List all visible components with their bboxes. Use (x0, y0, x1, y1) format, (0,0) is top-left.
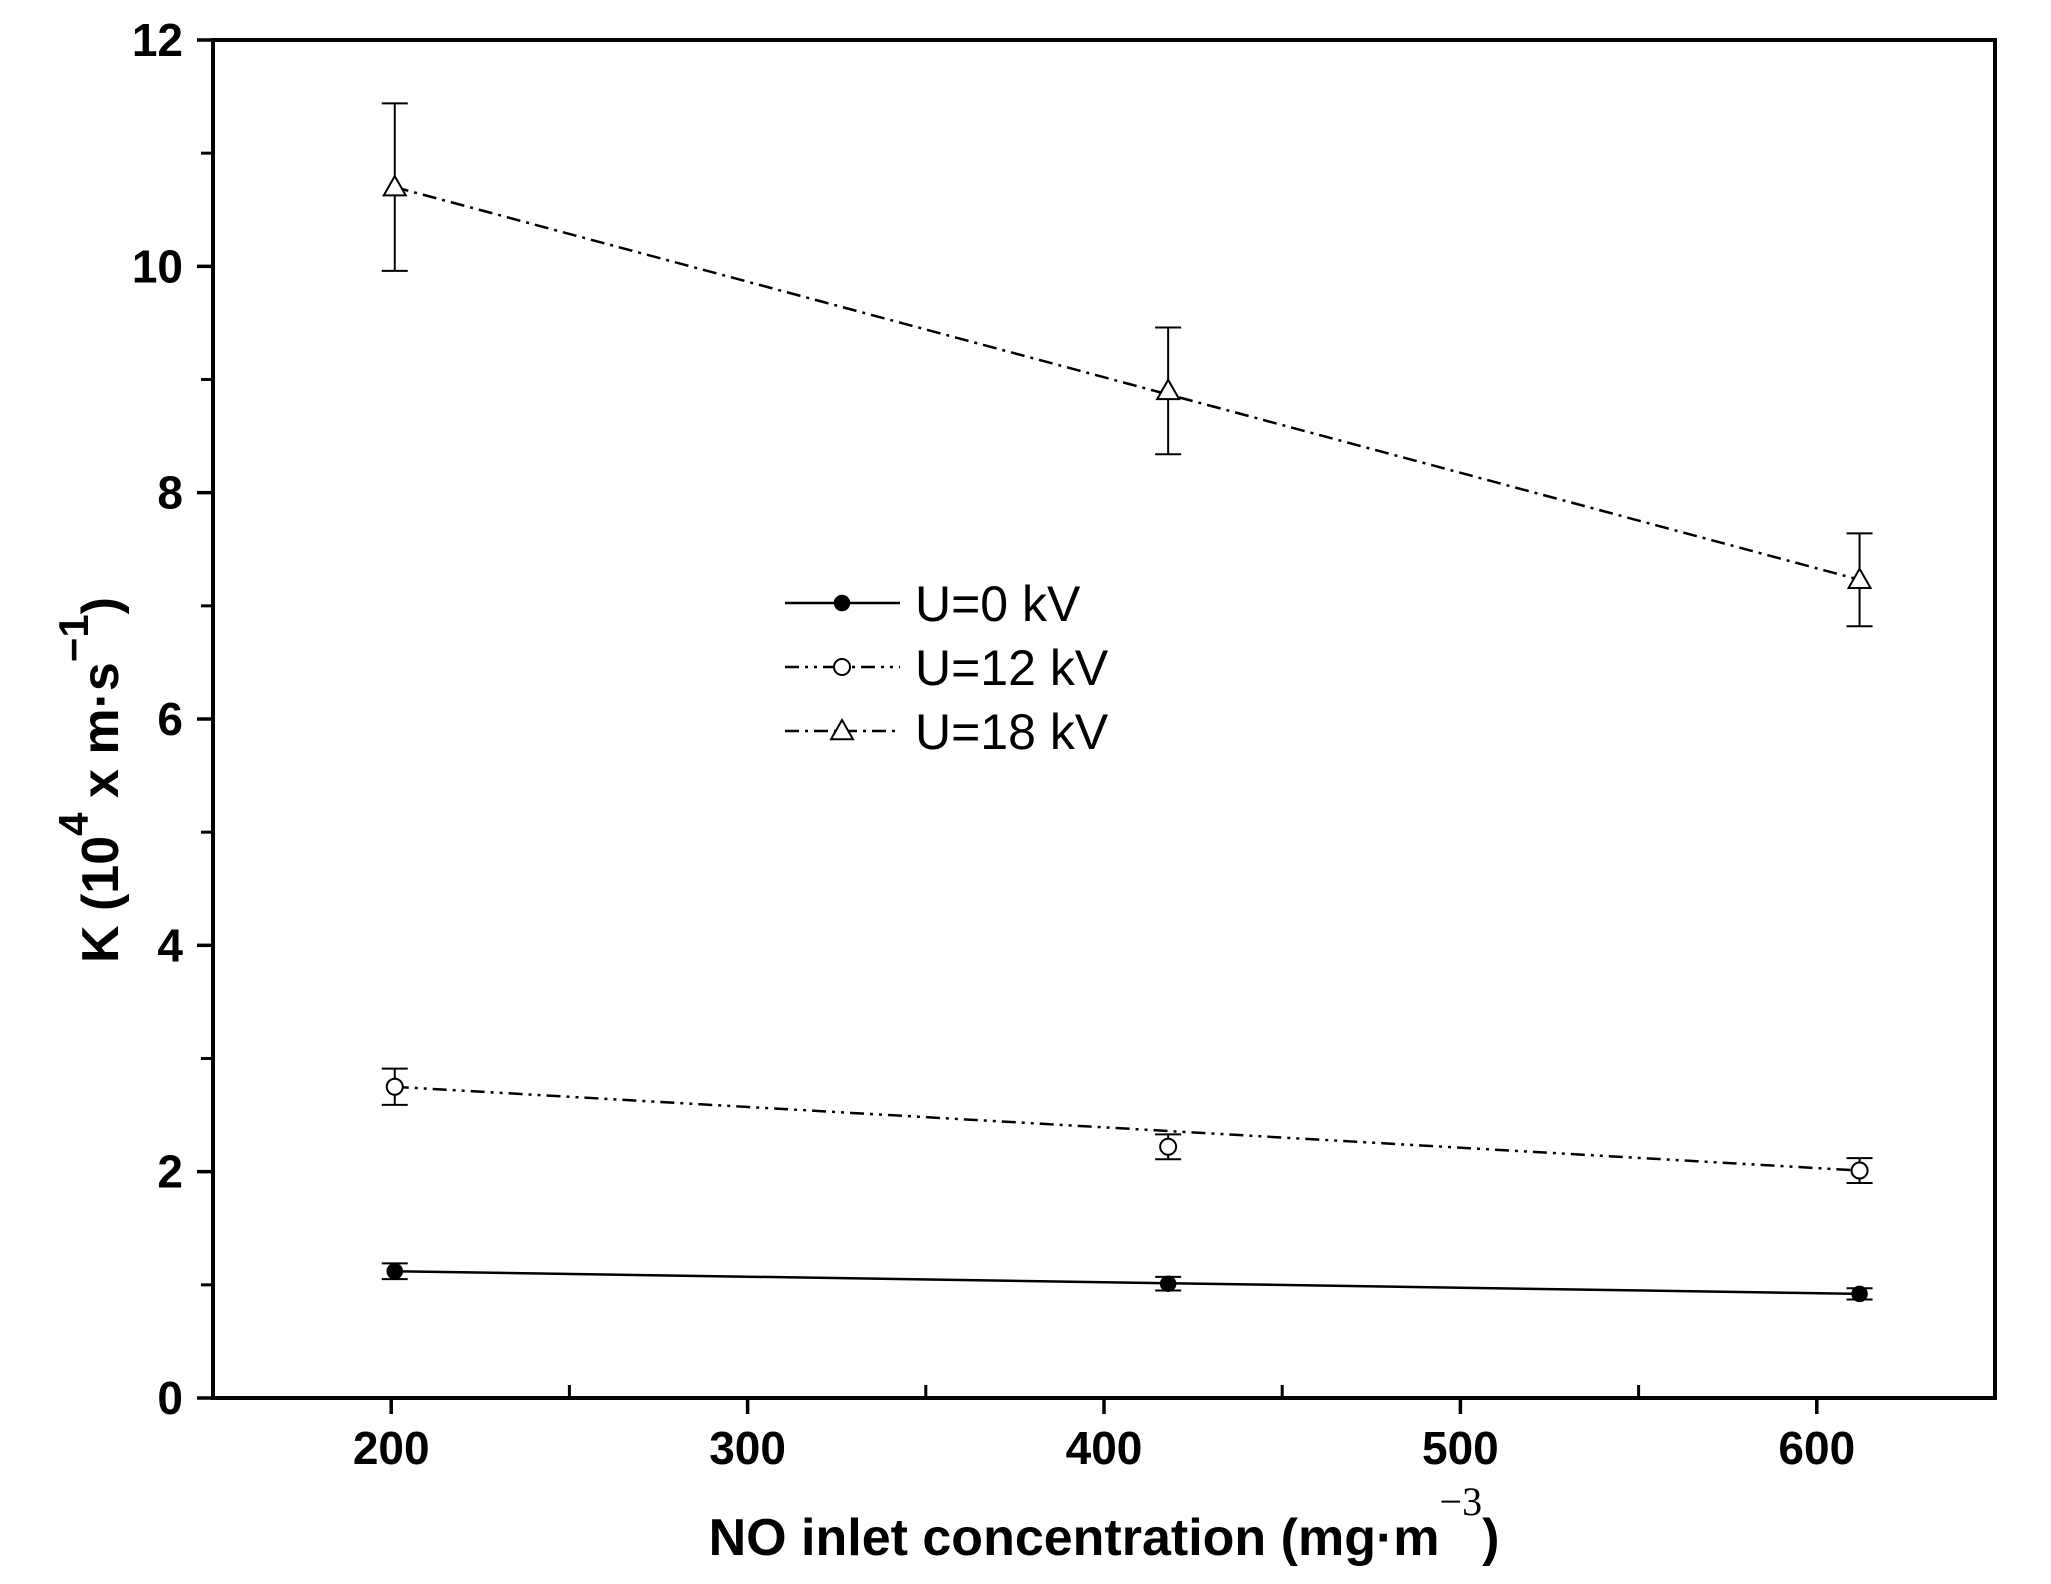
x-axis-title-close: ) (1482, 1509, 1499, 1567)
series-fit-line (394, 185, 1860, 582)
y-axis-title-superscript: 4 (50, 812, 97, 836)
x-tick-label: 500 (1422, 1422, 1499, 1474)
legend-label: U=18 kV (915, 704, 1109, 760)
data-point-marker (385, 1077, 404, 1096)
legend-label: U=12 kV (915, 640, 1109, 696)
legend-item: U=0 kV (785, 576, 1081, 632)
y-tick-label: 4 (157, 919, 183, 971)
legend-label: U=0 kV (915, 576, 1081, 632)
legend: U=0 kV U=12 kV U=18 kV (785, 576, 1109, 760)
y-tick-label: 8 (157, 467, 183, 519)
x-tick-label: 300 (709, 1422, 786, 1474)
y-axis-title-text: K (104 x m·s−1) (50, 597, 130, 963)
x-axis-ticks: 200 300 400 500 600 (353, 1385, 1855, 1474)
y-tick-label: 0 (157, 1372, 183, 1424)
series-layer (381, 102, 1873, 1303)
data-point-marker (833, 594, 851, 612)
data-point-marker (1155, 377, 1181, 401)
x-tick-label: 400 (1066, 1422, 1143, 1474)
data-point-marker (1159, 1137, 1178, 1156)
y-tick-label: 2 (157, 1146, 183, 1198)
series-u-0-kv (381, 1262, 1873, 1303)
series-u-12-kv (381, 1067, 1873, 1184)
x-axis-title-main: NO inlet concentration (mg·m (709, 1509, 1440, 1567)
y-axis-title: K (104 x m·s−1) (50, 597, 130, 963)
y-tick-label: 6 (157, 693, 183, 745)
data-point-marker (1159, 1275, 1177, 1292)
x-axis-title-superscript: −3 (1440, 1479, 1483, 1524)
x-tick-label: 200 (353, 1422, 430, 1474)
y-axis-title-close: ) (72, 597, 130, 614)
data-point-marker (1851, 1285, 1868, 1303)
y-axis-ticks: 0 2 4 6 8 10 12 (132, 14, 213, 1424)
y-axis-title-superscript-2: −1 (50, 614, 97, 662)
data-point-marker (1846, 566, 1873, 590)
series-fit-line (394, 1270, 1860, 1296)
y-tick-label: 10 (132, 240, 183, 292)
data-point-marker (833, 658, 851, 676)
legend-item: U=18 kV (785, 704, 1109, 760)
data-point-marker (386, 1263, 404, 1280)
y-tick-label: 12 (132, 14, 183, 66)
legend-item: U=12 kV (785, 640, 1109, 696)
data-point-marker (382, 174, 408, 197)
series-fit-line (394, 1085, 1860, 1172)
x-axis-title: NO inlet concentration (mg·m−3) (709, 1479, 1500, 1567)
y-axis-title-main: K (10 (72, 836, 130, 963)
data-point-marker (829, 717, 855, 741)
x-tick-label: 600 (1778, 1422, 1855, 1474)
y-axis-title-middle: x m·s (72, 662, 130, 812)
series-u-18-kv (381, 102, 1873, 628)
data-point-marker (1850, 1161, 1869, 1180)
